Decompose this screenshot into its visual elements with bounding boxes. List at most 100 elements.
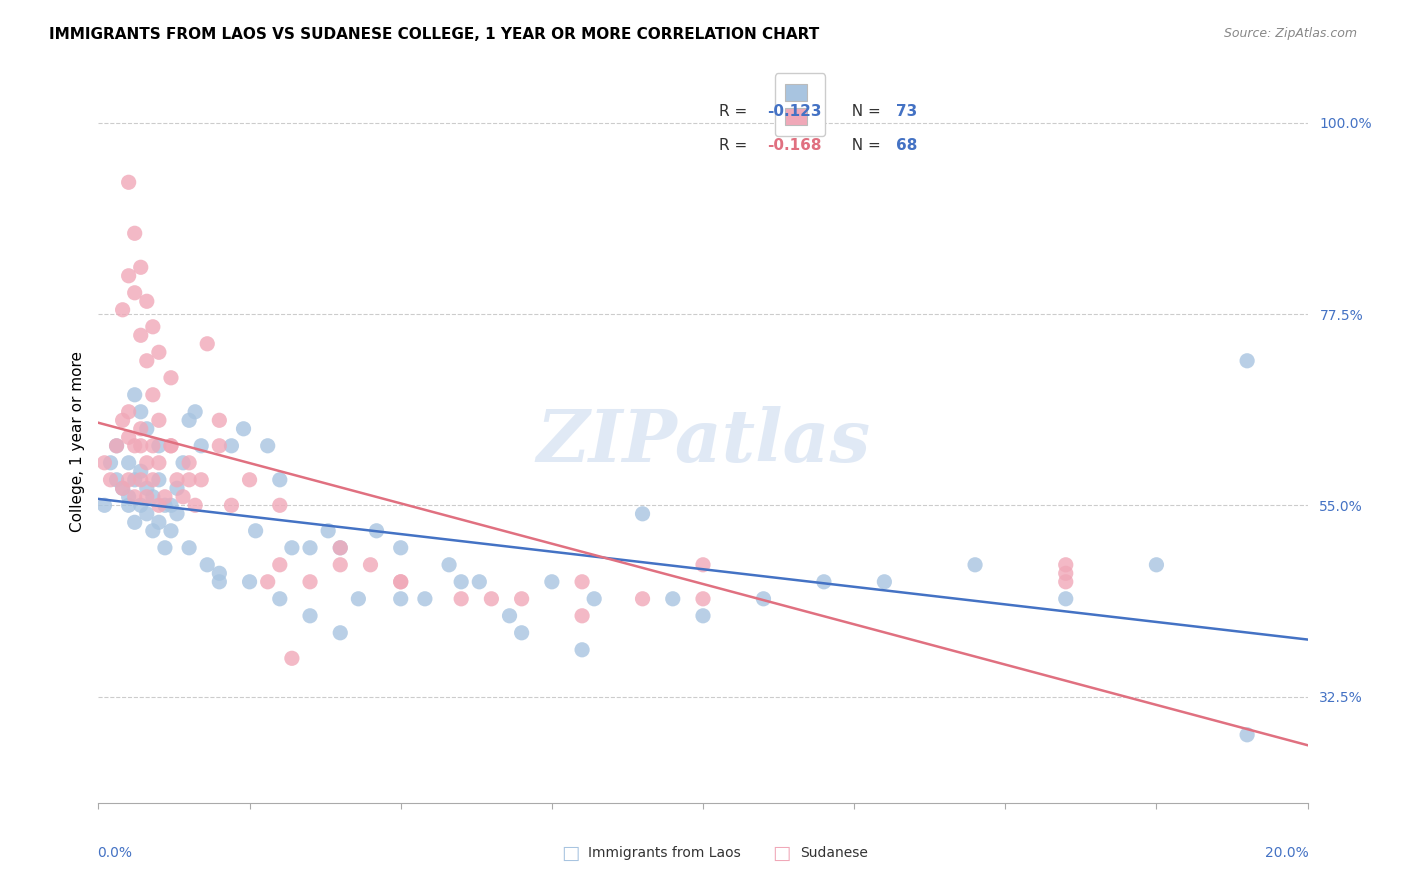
Point: [111, 413, 134, 427]
Point: [389, 574, 412, 589]
Point: [269, 558, 291, 572]
Point: [179, 413, 201, 427]
Point: [135, 507, 157, 521]
Text: ZIPatlas: ZIPatlas: [536, 406, 870, 477]
Point: [208, 566, 231, 581]
Text: 68: 68: [897, 137, 918, 153]
Point: [118, 175, 141, 189]
Point: [468, 574, 491, 589]
Point: [208, 439, 231, 453]
Point: [118, 473, 141, 487]
Point: [269, 591, 291, 606]
Point: [256, 574, 278, 589]
Point: [281, 651, 304, 665]
Point: [124, 227, 146, 241]
Point: [269, 473, 291, 487]
Point: [135, 294, 157, 309]
Point: [299, 574, 322, 589]
Point: [179, 473, 201, 487]
Point: [245, 524, 267, 538]
Point: [129, 405, 152, 419]
Point: [166, 481, 188, 495]
Point: [160, 371, 183, 385]
Text: 20.0%: 20.0%: [1265, 847, 1309, 861]
Point: [190, 473, 212, 487]
Point: [413, 591, 436, 606]
Point: [221, 439, 243, 453]
Point: [172, 456, 194, 470]
Point: [692, 558, 714, 572]
Point: [195, 558, 218, 572]
Point: [366, 524, 388, 538]
Point: [129, 473, 152, 487]
Point: [129, 498, 152, 512]
Text: Immigrants from Laos: Immigrants from Laos: [588, 847, 741, 861]
Point: [329, 541, 352, 555]
Point: [129, 328, 152, 343]
Text: 0.0%: 0.0%: [97, 847, 132, 861]
Point: [583, 591, 606, 606]
Point: [160, 439, 183, 453]
Point: [281, 541, 304, 555]
Point: [93, 498, 115, 512]
Text: 73: 73: [897, 103, 918, 119]
Point: [135, 422, 157, 436]
Point: [118, 490, 141, 504]
Point: [752, 591, 775, 606]
Point: [184, 498, 207, 512]
Point: [124, 285, 146, 300]
Point: [148, 498, 170, 512]
Point: [153, 498, 176, 512]
Point: [124, 516, 146, 530]
Point: [129, 260, 152, 275]
Point: [299, 541, 322, 555]
Point: [142, 388, 165, 402]
Point: [129, 439, 152, 453]
Point: [195, 336, 218, 351]
Point: [118, 405, 141, 419]
Text: Source: ZipAtlas.com: Source: ZipAtlas.com: [1223, 27, 1357, 40]
Point: [148, 345, 170, 359]
Point: [571, 574, 593, 589]
Text: □: □: [561, 844, 579, 863]
Point: [540, 574, 562, 589]
Point: [148, 456, 170, 470]
Point: [692, 608, 714, 623]
Point: [221, 498, 243, 512]
Point: [965, 558, 987, 572]
Point: [135, 490, 157, 504]
Point: [329, 558, 352, 572]
Point: [179, 456, 201, 470]
Point: [316, 524, 339, 538]
Y-axis label: College, 1 year or more: College, 1 year or more: [69, 351, 84, 532]
Point: [299, 608, 322, 623]
Point: [329, 625, 352, 640]
Point: [179, 541, 201, 555]
Point: [166, 507, 188, 521]
Point: [100, 456, 122, 470]
Point: [692, 591, 714, 606]
Point: [269, 498, 291, 512]
Point: [329, 541, 352, 555]
Point: [135, 456, 157, 470]
Point: [129, 422, 152, 436]
Text: N =: N =: [842, 103, 886, 119]
Point: [1236, 353, 1258, 368]
Point: [111, 302, 134, 317]
Point: [148, 439, 170, 453]
Point: [124, 490, 146, 504]
Point: [166, 473, 188, 487]
Point: [239, 574, 262, 589]
Point: [437, 558, 460, 572]
Point: [142, 319, 165, 334]
Text: R =: R =: [718, 103, 752, 119]
Point: [129, 464, 152, 478]
Point: [873, 574, 896, 589]
Point: [153, 541, 176, 555]
Point: [118, 268, 141, 283]
Point: [135, 481, 157, 495]
Point: [111, 481, 134, 495]
Point: [118, 430, 141, 444]
Point: [389, 591, 412, 606]
Point: [190, 439, 212, 453]
